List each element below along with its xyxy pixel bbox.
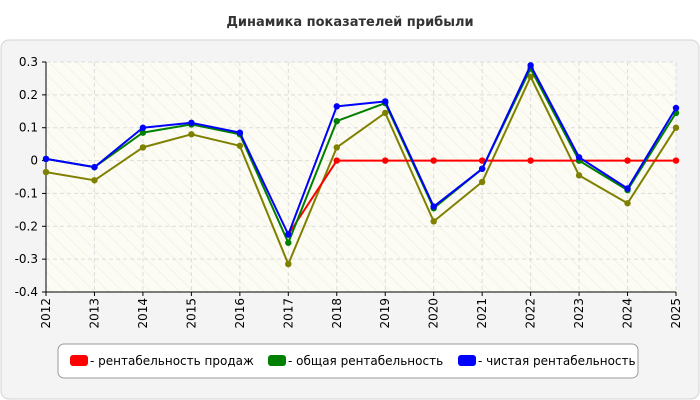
- data-point: [575, 154, 583, 161]
- data-point: [527, 157, 534, 164]
- data-point: [624, 185, 631, 192]
- legend-swatch: [70, 355, 88, 366]
- data-point: [575, 172, 583, 179]
- data-point: [91, 163, 98, 171]
- x-tick-label: 2021: [475, 298, 489, 329]
- y-tick-label: 0.1: [19, 121, 38, 135]
- x-tick-label: 2014: [136, 298, 150, 329]
- data-point: [188, 119, 195, 126]
- x-tick-label: 2024: [621, 298, 635, 329]
- data-point: [382, 157, 389, 164]
- series-line: [45, 67, 677, 244]
- data-point: [333, 117, 340, 125]
- y-tick-label: -0.4: [15, 285, 38, 299]
- data-point: [139, 144, 147, 151]
- x-tick-label: 2025: [669, 298, 683, 329]
- data-point: [42, 155, 50, 163]
- data-point: [42, 168, 50, 176]
- data-point: [382, 109, 389, 117]
- data-point: [139, 129, 147, 136]
- data-point: [333, 157, 340, 164]
- data-point: [285, 239, 292, 246]
- legend-label: - общая рентабельность: [288, 354, 443, 368]
- data-point: [672, 104, 680, 112]
- data-point: [672, 157, 680, 164]
- data-point: [478, 157, 486, 164]
- x-tick-label: 2022: [524, 298, 538, 329]
- data-point: [236, 129, 244, 136]
- legend: - рентабельность продаж - общая рентабель…: [57, 343, 639, 379]
- x-tick-label: 2012: [39, 298, 53, 329]
- legend-swatch: [268, 355, 286, 366]
- x-tick-label: 2013: [87, 298, 101, 329]
- data-point: [188, 131, 195, 138]
- x-tick-label: 2018: [330, 298, 344, 329]
- data-point: [624, 200, 631, 207]
- data-point: [430, 203, 437, 210]
- plot-area: [46, 62, 676, 292]
- axes: [42, 61, 677, 296]
- series-line: [45, 64, 677, 236]
- x-axis-tick-labels: 2012 2013 2014 2015 2016 2017 2018 2019 2020 2021…: [39, 298, 683, 329]
- data-point: [430, 157, 437, 164]
- series-2: [42, 62, 680, 238]
- chart-title: Динамика показателей прибыли: [226, 15, 473, 30]
- y-axis-tick-labels: 0.3 0.2 0.1 0 -0.1 -0.2 -0.3 -0.4: [15, 55, 38, 299]
- data-point: [478, 178, 486, 186]
- y-tick-label: 0.3: [19, 55, 38, 69]
- y-tick-label: 0: [30, 154, 38, 168]
- x-tick-label: 2017: [281, 298, 295, 329]
- legend-swatch: [458, 355, 476, 366]
- y-tick-label: -0.1: [15, 186, 38, 200]
- y-tick-label: 0.2: [19, 88, 38, 102]
- data-point: [672, 124, 680, 131]
- legend-label: - рентабельность продаж: [90, 354, 254, 368]
- series-lines: [42, 62, 680, 268]
- x-tick-label: 2020: [427, 298, 441, 329]
- data-point: [285, 231, 292, 238]
- series-line: [45, 75, 677, 266]
- y-tick-label: -0.3: [15, 252, 38, 266]
- data-point: [527, 62, 534, 69]
- data-point: [333, 144, 340, 151]
- legend-box: [57, 343, 639, 379]
- x-tick-label: 2019: [378, 298, 392, 329]
- data-point: [236, 142, 244, 149]
- data-point: [624, 157, 631, 164]
- x-tick-label: 2023: [572, 298, 586, 329]
- data-point: [527, 73, 534, 80]
- data-point: [139, 124, 147, 131]
- data-point: [430, 218, 437, 225]
- legend-label: - чистая рентабельность: [478, 354, 636, 368]
- data-point: [91, 177, 98, 184]
- series-3: [42, 73, 680, 268]
- data-point: [382, 98, 389, 105]
- y-tick-label: -0.2: [15, 219, 38, 233]
- data-point: [478, 165, 486, 172]
- data-point: [333, 103, 340, 110]
- x-tick-label: 2016: [233, 298, 247, 329]
- data-point: [285, 260, 292, 268]
- x-tick-label: 2015: [184, 298, 198, 329]
